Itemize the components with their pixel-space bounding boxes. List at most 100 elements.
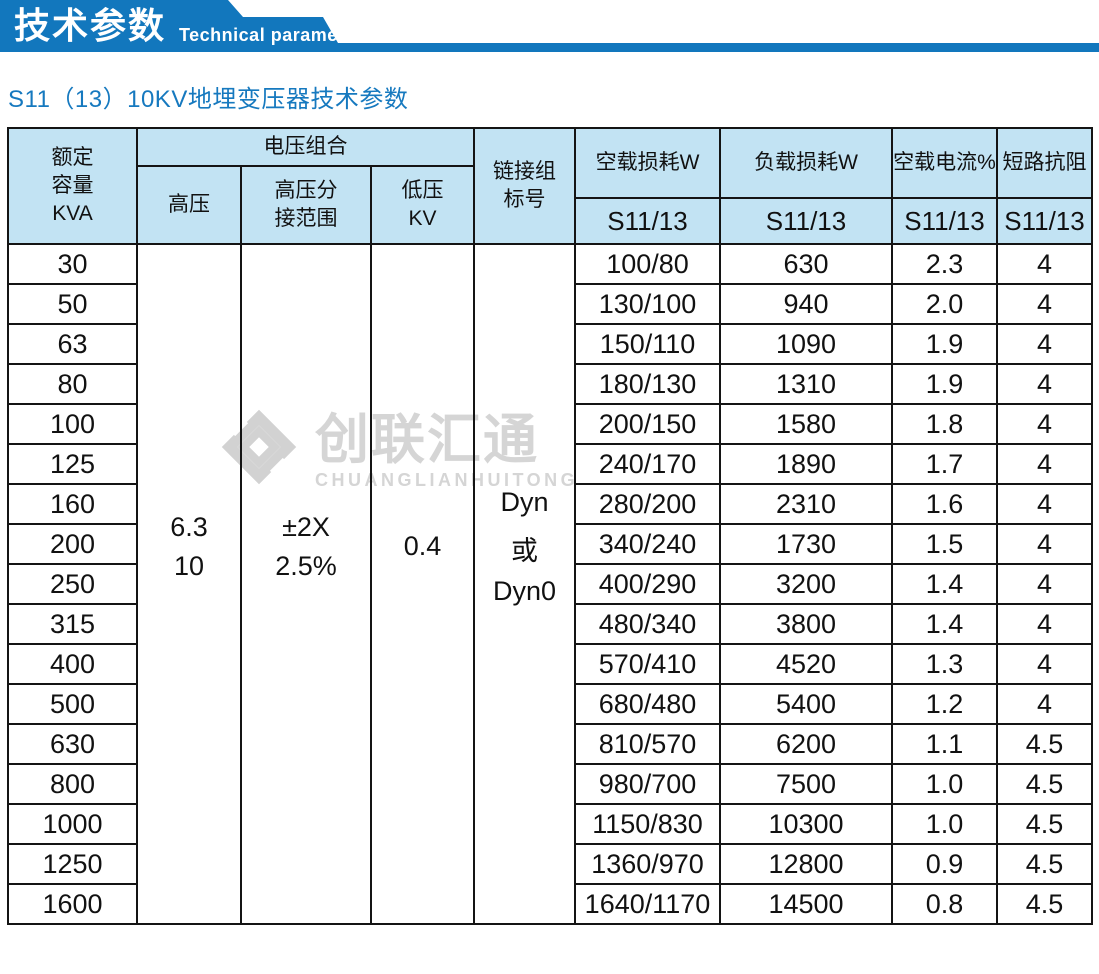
- load-loss-cell: 6200: [721, 725, 891, 765]
- impedance-cell: 4: [998, 245, 1091, 285]
- col-lv-merged: 0.4: [372, 245, 475, 923]
- rated-capacity-cell: 30: [9, 245, 136, 285]
- impedance-cell: 4: [998, 645, 1091, 685]
- noload-current-cell: 1.2: [893, 685, 996, 725]
- load-loss-cell: 1890: [721, 445, 891, 485]
- noload-current-cell: 1.4: [893, 565, 996, 605]
- rated-capacity-cell: 1600: [42, 888, 103, 919]
- noload-loss-cell: 1640/1170: [584, 888, 711, 919]
- link-group-values: Dyn 或 Dyn0: [492, 487, 557, 606]
- noload-current-cell: 1.1: [893, 725, 996, 765]
- noload-loss-cell: 200/150: [576, 405, 719, 445]
- impedance-cell: 4: [998, 605, 1091, 645]
- noload-loss-cell: 1150/830: [576, 805, 719, 845]
- load-loss-cell: 1310: [721, 365, 891, 405]
- technical-parameter-banner: 技术参数 Technical parameter: [0, 0, 1099, 52]
- noload-loss-cell: 1360/970: [576, 845, 719, 885]
- header-impedance: 短路抗阻 S11/13: [998, 129, 1091, 243]
- load-loss-cell: 630: [721, 245, 891, 285]
- noload-current-cell: 1.8: [893, 405, 996, 445]
- noload-current-cell: 1.5: [893, 525, 996, 565]
- noload-current-cell: 1.3: [893, 645, 996, 685]
- noload-current-cell: 2.0: [893, 285, 996, 325]
- noload-current-cell: 2.3: [893, 245, 996, 285]
- header-noload-loss: 空载损耗W S11/13: [576, 129, 721, 243]
- header-voltage-subrow: 高压 高压分 接范围 低压 KV: [138, 167, 473, 243]
- rated-capacity-cell: 50: [9, 285, 136, 325]
- rated-capacity-cell: 100: [9, 405, 136, 445]
- load-loss-cell: 3200: [721, 565, 891, 605]
- rated-capacity-cell: 1000: [9, 805, 136, 845]
- noload-loss-cell: 400/290: [576, 565, 719, 605]
- load-loss-cell: 1090: [721, 325, 891, 365]
- load-loss-cell: 7500: [721, 765, 891, 805]
- noload-loss-cell: 130/100: [576, 285, 719, 325]
- load-loss-cell: 2310: [721, 485, 891, 525]
- load-loss-cell: 1580: [721, 405, 891, 445]
- col-rated-capacity: 30 50 63 80 100 125 160 200 250 315 400 …: [9, 245, 138, 923]
- noload-loss-cell: 180/130: [576, 365, 719, 405]
- header-noload-current-label: 空载电流%: [893, 129, 996, 199]
- noload-loss-cell: 100/80: [576, 245, 719, 285]
- noload-loss-cell: 340/240: [576, 525, 719, 565]
- banner-shape: [0, 0, 1099, 52]
- header-noload-current: 空载电流% S11/13: [893, 129, 998, 243]
- header-load-loss-label: 负载损耗W: [721, 129, 891, 199]
- noload-loss-cell: 280/200: [576, 485, 719, 525]
- header-voltage-group: 电压组合 高压 高压分 接范围 低压 KV: [138, 129, 475, 243]
- noload-current-cell: 1.0: [893, 805, 996, 845]
- load-loss-cell: 4520: [721, 645, 891, 685]
- rated-capacity-cell: 200: [9, 525, 136, 565]
- noload-current-cell: 1.7: [893, 445, 996, 485]
- impedance-cell: 4: [998, 445, 1091, 485]
- col-impedance: 4 4 4 4 4 4 4 4 4 4 4 4 4.5 4.5 4.5 4.5 …: [998, 245, 1091, 923]
- brand-name: 创联汇通: [315, 410, 539, 470]
- impedance-cell: 4.5: [998, 765, 1091, 805]
- impedance-cell: 4.5: [1025, 888, 1064, 919]
- noload-loss-cell: 680/480: [576, 685, 719, 725]
- load-loss-cell: 940: [721, 285, 891, 325]
- header-link-group: 链接组 标号: [475, 129, 576, 243]
- header-hv: 高压: [138, 167, 242, 243]
- impedance-cell: 4: [998, 325, 1091, 365]
- impedance-cell: 4: [998, 365, 1091, 405]
- noload-loss-cell: 480/340: [576, 605, 719, 645]
- col-tap-merged: ±2X 2.5%: [242, 245, 372, 923]
- rated-capacity-cell: 160: [9, 485, 136, 525]
- banner-subtitle: Technical parameter: [179, 25, 363, 45]
- load-loss-cell: 1730: [721, 525, 891, 565]
- load-loss-cell: 5400: [721, 685, 891, 725]
- impedance-cell: 4.5: [998, 845, 1091, 885]
- table-header: 额定 容量 KVA 电压组合 高压 高压分 接范围 低压 KV: [9, 129, 1091, 245]
- rated-capacity-cell: 1250: [9, 845, 136, 885]
- noload-current-cell: 1.9: [893, 365, 996, 405]
- noload-current-cell: 1.4: [893, 605, 996, 645]
- rated-capacity-cell: 500: [9, 685, 136, 725]
- page-title: S11（13）10KV地埋变压器技术参数: [8, 86, 409, 113]
- rated-capacity-cell: 250: [9, 565, 136, 605]
- impedance-cell: 4: [998, 565, 1091, 605]
- header-hv-tap-range: 高压分 接范围: [242, 167, 372, 243]
- noload-loss-cell: 240/170: [576, 445, 719, 485]
- impedance-cell: 4.5: [998, 725, 1091, 765]
- brand-name-latin: CHUANGLIANHUITONG: [315, 470, 579, 490]
- header-voltage-group-label: 电压组合: [138, 129, 473, 167]
- impedance-cell: 4: [998, 485, 1091, 525]
- header-impedance-model: S11/13: [1004, 205, 1085, 236]
- header-impedance-label: 短路抗阻: [998, 129, 1091, 199]
- impedance-cell: 4: [998, 685, 1091, 725]
- rated-capacity-cell: 400: [9, 645, 136, 685]
- rated-capacity-cell: 80: [9, 365, 136, 405]
- table-body: 30 50 63 80 100 125 160 200 250 315 400 …: [9, 245, 1091, 923]
- noload-current-cell: 1.0: [893, 765, 996, 805]
- brand-logo-icon: [221, 409, 297, 485]
- col-link-merged: Dyn 或 Dyn0: [475, 245, 576, 923]
- header-noload-current-model: S11/13: [904, 205, 985, 236]
- header-lv: 低压 KV: [401, 179, 444, 230]
- header-noload-loss-label: 空载损耗W: [576, 129, 719, 199]
- noload-current-cell: 1.6: [893, 485, 996, 525]
- lv-value: 0.4: [403, 531, 442, 562]
- col-hv-merged: 6.3 10: [138, 245, 242, 923]
- tap-values: ±2X 2.5%: [275, 511, 337, 581]
- noload-current-cell: 0.8: [925, 888, 964, 919]
